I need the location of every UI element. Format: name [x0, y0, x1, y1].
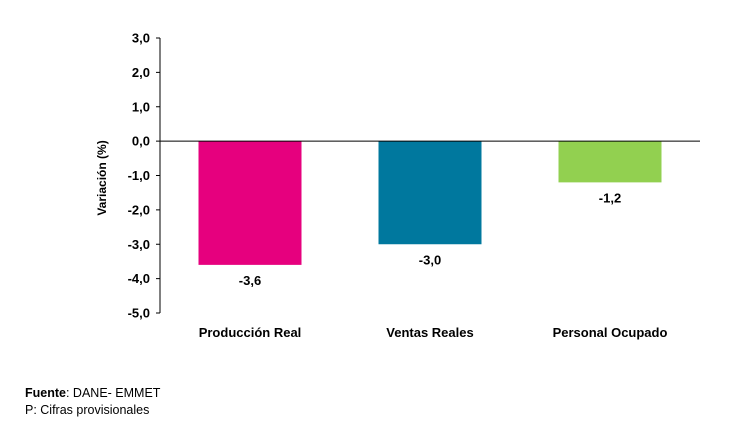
bar-chart: 3,02,01,00,0-1,0-2,0-3,0-4,0-5,0 -3,6-3,…	[95, 31, 700, 340]
data-label: -3,0	[419, 252, 441, 267]
y-tick-label: 1,0	[132, 99, 150, 114]
source-label: Fuente	[25, 386, 66, 400]
y-tick-label: -3,0	[128, 237, 150, 252]
y-tick-label: 3,0	[132, 31, 150, 46]
y-tick-label: 2,0	[132, 65, 150, 80]
y-axis: 3,0 2,0 1,0 0,0 -1,0 -2,0 -3,0 -4,0 -5,0	[128, 31, 161, 321]
category-label: Ventas Reales	[386, 325, 473, 340]
data-label: -1,2	[599, 190, 621, 205]
data-label: -3,6	[239, 273, 261, 288]
category-labels-group: Producción Real Ventas Reales Personal Ocu…	[199, 325, 668, 340]
y-tick-label: 0,0	[132, 134, 150, 149]
source-text: : DANE- EMMET	[65, 386, 161, 400]
bars-group	[160, 140, 700, 265]
bar	[558, 141, 662, 183]
y-tick-label: -1,0	[128, 168, 150, 183]
y-tick-label: -5,0	[128, 306, 150, 321]
category-label: Personal Ocupado	[553, 325, 668, 340]
category-label: Producción Real	[199, 325, 302, 340]
bar	[198, 141, 302, 265]
y-tick-label: -4,0	[128, 271, 150, 286]
y-axis-label: Variación (%)	[95, 140, 109, 215]
footer: Fuente: DANE- EMMET P: Cifras provisiona…	[25, 385, 160, 419]
y-tick-label: -2,0	[128, 202, 150, 217]
data-labels-group: -3,6 -3,0 -1,2	[239, 190, 621, 288]
bar	[378, 141, 482, 245]
source-line: Fuente: DANE- EMMET	[25, 385, 160, 402]
provisional-note: P: Cifras provisionales	[25, 403, 150, 417]
